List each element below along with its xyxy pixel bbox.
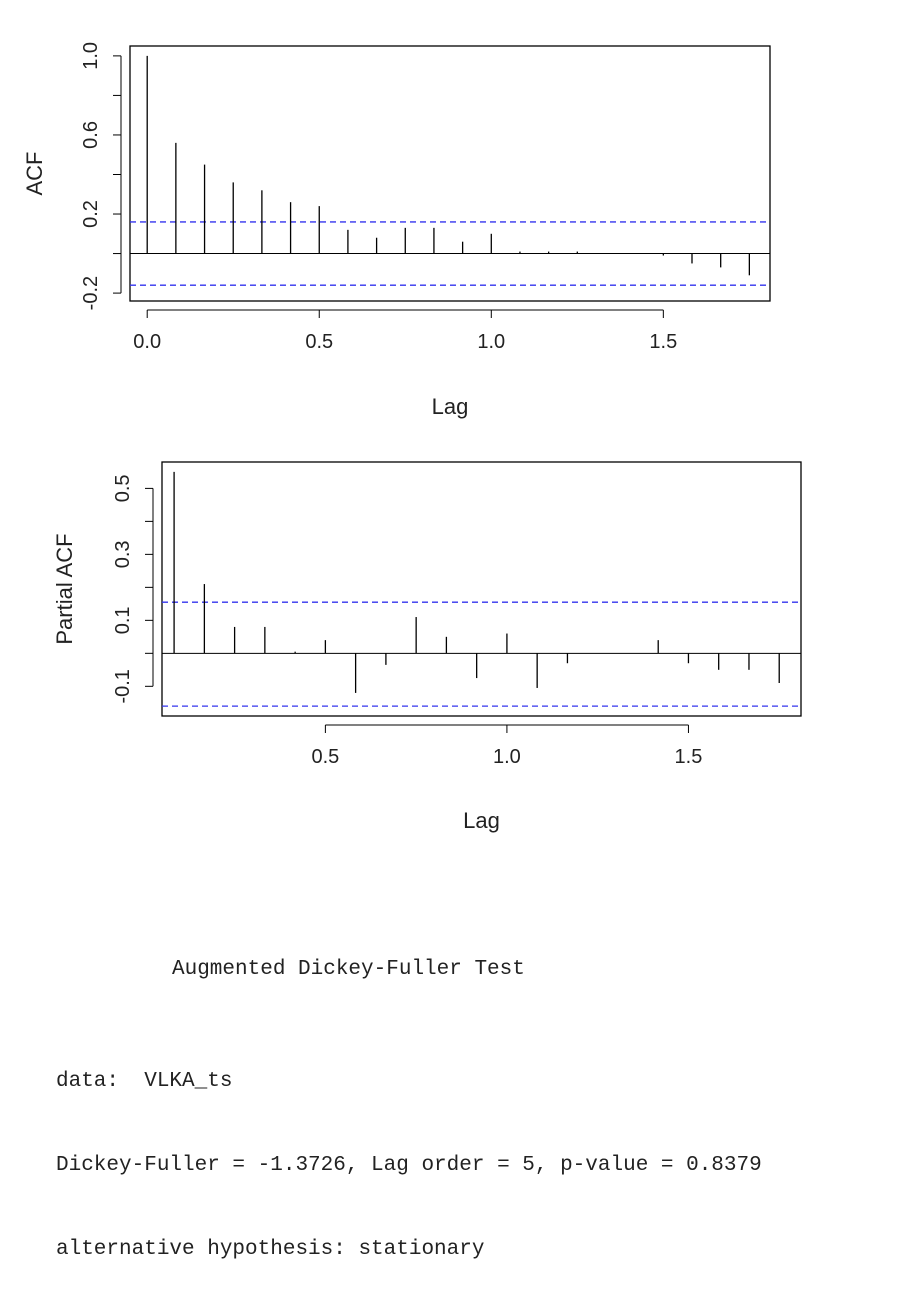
pacf-x-axis-title: Lag — [463, 808, 500, 833]
acf-y-tick-label-0: -0.2 — [80, 276, 102, 310]
pacf-y-tick-label-1: 0.1 — [112, 606, 134, 634]
acf-x-tick-label-1: 0.5 — [305, 331, 333, 353]
acf-y-tick-label-2: 0.6 — [80, 121, 102, 149]
adf-result-line: Dickey-Fuller = -1.3726, Lag order = 5, … — [56, 1154, 762, 1177]
acf-y-tick-label-3: 1.0 — [80, 42, 102, 70]
acf-y-axis-title: ACF — [22, 152, 47, 196]
charts-canvas: 0.0 0.5 1.0 1.5 -0.2 0.2 0.6 1.0 Lag ACF 0.5 1.0 1.5… — [22, 42, 802, 833]
adf-alternative-line: alternative hypothesis: stationary — [56, 1238, 485, 1261]
pacf-y-axis-title: Partial ACF — [52, 533, 77, 644]
adf-test-heading: Augmented Dickey-Fuller Test — [172, 958, 525, 981]
acf-plot-frame — [129, 45, 771, 302]
acf-x-tick-label-0: 0.0 — [133, 331, 161, 353]
adf-data-line: data: VLKA_ts — [56, 1070, 233, 1093]
pacf-y-tick-label-2: 0.3 — [112, 540, 134, 568]
pacf-y-tick-label-0: -0.1 — [112, 669, 134, 703]
pacf-x-tick-label-1: 1.0 — [493, 746, 521, 768]
pacf-y-tick-label-3: 0.5 — [112, 474, 134, 502]
acf-y-tick-label-1: 0.2 — [80, 200, 102, 228]
acf-chart: 0.0 0.5 1.0 1.5 -0.2 0.2 0.6 1.0 Lag ACF — [22, 42, 771, 419]
acf-x-tick-label-2: 1.0 — [477, 331, 505, 353]
pacf-x-tick-label-0: 0.5 — [311, 746, 339, 768]
acf-x-tick-label-3: 1.5 — [649, 331, 677, 353]
adf-test-output: Augmented Dickey-Fuller Test data: VLKA_… — [56, 900, 762, 1292]
pacf-plot-frame — [161, 461, 802, 717]
pacf-chart: 0.5 1.0 1.5 -0.1 0.1 0.3 0.5 Lag Partial ACF — [52, 461, 802, 833]
pacf-x-tick-label-2: 1.5 — [675, 746, 703, 768]
acf-x-axis-title: Lag — [432, 394, 469, 419]
